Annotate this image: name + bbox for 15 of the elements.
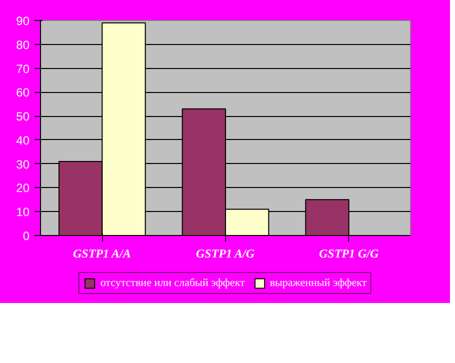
legend-label: отсутствие или слабый эффект (100, 277, 245, 289)
y-tick-label: 50 (16, 110, 30, 124)
y-tick-label: 30 (16, 157, 30, 172)
x-tick-label: GSTP1 G/G (319, 246, 379, 260)
y-tick-label: 80 (16, 38, 30, 52)
x-tick-label: GSTP1 A/G (196, 246, 255, 260)
y-tick-label: 40 (16, 133, 30, 148)
y-tick-label: 0 (22, 229, 30, 243)
y-tick-label: 60 (16, 86, 30, 100)
y-tick-label: 20 (16, 181, 30, 196)
y-tick-label: 70 (16, 62, 30, 76)
y-tick-label: 90 (16, 14, 30, 28)
legend-label: выраженный эффект (270, 277, 367, 289)
y-tick-label: 10 (16, 205, 30, 220)
x-tick-label: GSTP1 A/A (72, 246, 131, 260)
